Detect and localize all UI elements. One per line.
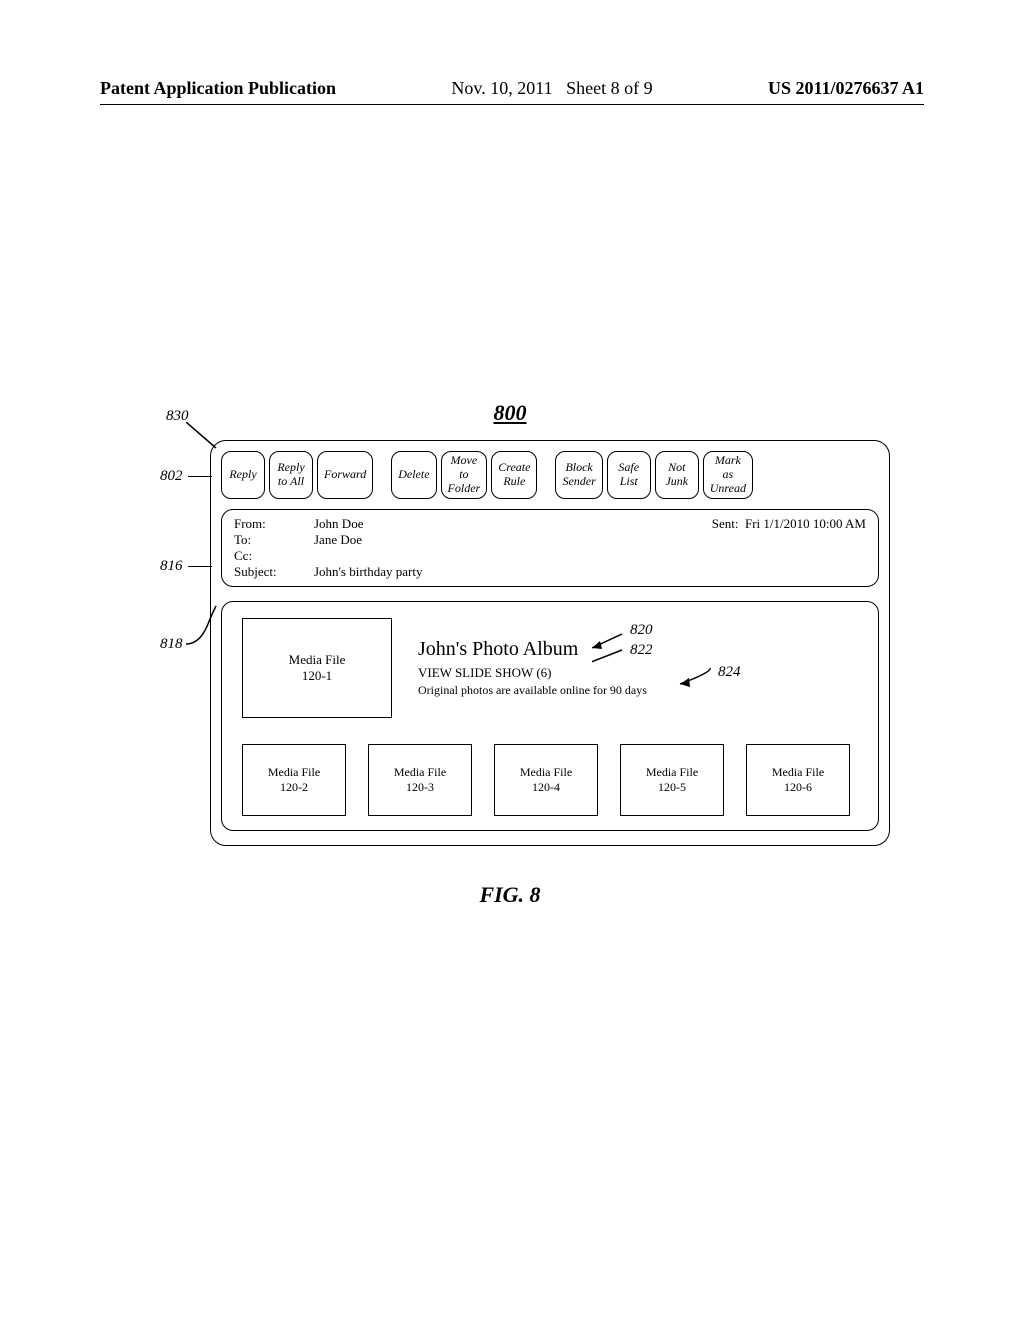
leader-816 xyxy=(188,566,212,567)
reply-all-button[interactable]: Replyto All xyxy=(269,451,313,499)
leader-802 xyxy=(188,476,212,477)
subject-label: Subject: xyxy=(234,564,314,580)
ref-820: 820 xyxy=(630,622,653,639)
block-sender-button[interactable]: BlockSender xyxy=(555,451,602,499)
message-body: Media File 120-1 John's Photo Album VIEW… xyxy=(221,601,879,831)
header-rule xyxy=(100,104,924,105)
ref-802: 802 xyxy=(160,468,183,485)
message-header: From: John Doe Sent: Fri 1/1/2010 10:00 … xyxy=(221,509,879,587)
leaders-820-822-824 xyxy=(592,628,712,708)
from-value: John Doe xyxy=(314,516,363,532)
to-value: Jane Doe xyxy=(314,532,362,548)
subject-value: John's birthday party xyxy=(314,564,423,580)
figure-caption: FIG. 8 xyxy=(479,882,540,908)
media-file-thumb[interactable]: Media File 120-2 xyxy=(242,744,346,816)
media-file-thumb[interactable]: Media File 120-4 xyxy=(494,744,598,816)
thumbnail-row: Media File 120-2 Media File 120-3 Media … xyxy=(242,744,858,816)
ref-816: 816 xyxy=(160,558,183,575)
figure-number: 800 xyxy=(494,400,527,426)
from-label: From: xyxy=(234,516,314,532)
to-label: To: xyxy=(234,532,314,548)
cc-label: Cc: xyxy=(234,548,314,564)
message-window: Reply Replyto All Forward Delete MovetoF… xyxy=(210,440,890,846)
create-rule-button[interactable]: CreateRule xyxy=(491,451,537,499)
delete-button[interactable]: Delete xyxy=(391,451,436,499)
ref-824: 824 xyxy=(718,664,741,681)
album-hero-row: Media File 120-1 John's Photo Album VIEW… xyxy=(242,618,858,718)
media-file-thumb[interactable]: Media File 120-3 xyxy=(368,744,472,816)
mark-unread-button[interactable]: MarkasUnread xyxy=(703,451,753,499)
publication-number: US 2011/0276637 A1 xyxy=(768,78,924,99)
toolbar: Reply Replyto All Forward Delete MovetoF… xyxy=(221,451,879,499)
media-file-thumb[interactable]: Media File 120-5 xyxy=(620,744,724,816)
media-file-hero[interactable]: Media File 120-1 xyxy=(242,618,392,718)
page-header: Patent Application Publication Nov. 10, … xyxy=(0,78,1024,99)
forward-button[interactable]: Forward xyxy=(317,451,373,499)
not-junk-button[interactable]: NotJunk xyxy=(655,451,699,499)
album-hero-text: John's Photo Album VIEW SLIDE SHOW (6) O… xyxy=(418,638,858,698)
reply-button[interactable]: Reply xyxy=(221,451,265,499)
toolbar-group-actions: Delete MovetoFolder CreateRule xyxy=(391,451,537,499)
media-file-thumb[interactable]: Media File 120-6 xyxy=(746,744,850,816)
header-date-sheet: Nov. 10, 2011 Sheet 8 of 9 xyxy=(451,78,652,99)
safe-list-button[interactable]: SafeList xyxy=(607,451,651,499)
publication-label: Patent Application Publication xyxy=(100,78,336,99)
move-folder-button[interactable]: MovetoFolder xyxy=(441,451,488,499)
ref-822: 822 xyxy=(630,642,653,659)
sent-field: Sent: Fri 1/1/2010 10:00 AM xyxy=(712,516,866,532)
toolbar-group-reply: Reply Replyto All Forward xyxy=(221,451,373,499)
ref-818: 818 xyxy=(160,636,183,653)
toolbar-group-junk: BlockSender SafeList NotJunk MarkasUnrea… xyxy=(555,451,753,499)
